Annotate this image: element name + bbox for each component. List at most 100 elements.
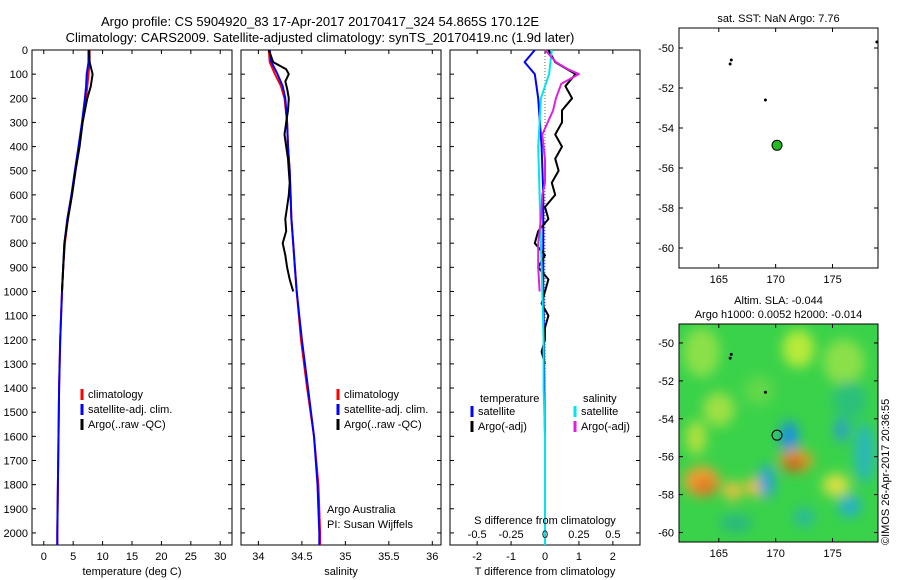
map-x-tick-label: 170 bbox=[766, 548, 784, 560]
secondary-tick-label: 0.25 bbox=[568, 529, 589, 541]
y-tick-label: 1200 bbox=[4, 335, 28, 347]
x-axis-label: T difference from climatology bbox=[475, 566, 616, 578]
map-x-tick-label: 165 bbox=[710, 274, 728, 286]
y-tick-label: 1600 bbox=[4, 431, 28, 443]
map-y-tick-label: -50 bbox=[658, 338, 674, 350]
y-tick-label: 500 bbox=[10, 166, 28, 178]
sla-anomaly-blob bbox=[780, 420, 799, 455]
x-tick-label: 20 bbox=[155, 551, 167, 563]
legend-entry: satellite-adj. clim. bbox=[88, 404, 172, 416]
series-line-difference-argo-adj- bbox=[537, 49, 580, 292]
map-y-tick-label: -60 bbox=[658, 243, 674, 255]
annotation-text: PI: Susan Wijffels bbox=[327, 519, 413, 531]
map-frame-sla-map bbox=[678, 323, 879, 543]
map-title: Argo h1000: 0.0052 h2000: -0.014 bbox=[695, 309, 863, 321]
secondary-tick-label: 0.5 bbox=[605, 529, 620, 541]
y-tick-label: 1700 bbox=[4, 455, 28, 467]
sla-anomaly-blob bbox=[823, 339, 865, 385]
x-tick-label: 30 bbox=[214, 551, 226, 563]
y-tick-label: 200 bbox=[10, 93, 28, 105]
sla-anomaly-blob bbox=[683, 327, 720, 378]
map-x-tick-label: 170 bbox=[766, 274, 784, 286]
legend-entry: Argo(..raw -QC) bbox=[344, 419, 422, 431]
sla-anomaly-blob bbox=[719, 513, 752, 533]
x-axis-label: salinity bbox=[324, 566, 358, 578]
map-frame-sst-map bbox=[678, 27, 879, 269]
y-tick-label: 1300 bbox=[4, 359, 28, 371]
y-tick-label: 400 bbox=[10, 142, 28, 154]
annotation-text: Argo Australia bbox=[327, 504, 396, 516]
x-tick-label: 34.5 bbox=[291, 551, 312, 563]
x-tick-label: 0 bbox=[542, 551, 548, 563]
x-tick-label: 5 bbox=[70, 551, 76, 563]
legend-entry: Argo(-adj) bbox=[478, 421, 527, 433]
figure-title-line1: Argo profile: CS 5904920_83 17-Apr-2017 … bbox=[100, 14, 539, 29]
map-x-tick-label: 175 bbox=[823, 548, 841, 560]
previous-profile-point bbox=[763, 98, 767, 102]
panel-frame-salinity bbox=[240, 49, 442, 546]
map-y-tick-label: -56 bbox=[658, 452, 674, 464]
map-y-tick-label: -52 bbox=[658, 83, 674, 95]
sla-anomaly-blob bbox=[702, 392, 735, 427]
y-tick-label: 1900 bbox=[4, 504, 28, 516]
previous-profile-point bbox=[729, 58, 733, 62]
map-title: Altim. SLA: -0.044 bbox=[734, 295, 823, 307]
sla-anomaly-blob bbox=[723, 481, 742, 501]
y-tick-label: 1800 bbox=[4, 480, 28, 492]
x-axis-label: temperature (deg C) bbox=[82, 566, 181, 578]
legend-entry: Argo(-adj) bbox=[581, 421, 630, 433]
map-y-tick-label: -52 bbox=[658, 376, 674, 388]
x-tick-label: 10 bbox=[96, 551, 108, 563]
float-position-marker bbox=[771, 429, 783, 441]
map-x-tick-label: 165 bbox=[710, 548, 728, 560]
legend-entry: satellite-adj. clim. bbox=[344, 404, 428, 416]
previous-profile-point bbox=[763, 390, 767, 394]
previous-profile-point bbox=[728, 356, 732, 360]
legend-entry: climatology bbox=[344, 389, 400, 401]
previous-profile-point bbox=[728, 62, 732, 66]
y-tick-label: 1500 bbox=[4, 407, 28, 419]
sla-field bbox=[679, 324, 878, 542]
y-tick-label: 1400 bbox=[4, 383, 28, 395]
previous-profile-point bbox=[875, 40, 879, 44]
float-position-marker bbox=[771, 139, 783, 151]
map-y-tick-label: -50 bbox=[658, 43, 674, 55]
legend-entry: satellite bbox=[581, 406, 618, 418]
series-line-temperature-argo-raw-qc- bbox=[61, 49, 94, 292]
map-y-tick-label: -58 bbox=[658, 490, 674, 502]
sla-anomaly-blob bbox=[782, 329, 815, 368]
legend-entry: climatology bbox=[88, 389, 144, 401]
map-y-tick-label: -58 bbox=[658, 203, 674, 215]
map-y-tick-label: -60 bbox=[658, 528, 674, 540]
y-tick-label: 2000 bbox=[4, 528, 28, 540]
x-tick-label: 36 bbox=[426, 551, 438, 563]
y-tick-label: 1000 bbox=[4, 286, 28, 298]
map-y-tick-label: -56 bbox=[658, 163, 674, 175]
sla-anomaly-blob bbox=[685, 420, 707, 455]
sla-anomaly-blob bbox=[854, 422, 875, 484]
legend-title-salinity: salinity bbox=[583, 393, 617, 405]
x-tick-label: 35 bbox=[339, 551, 351, 563]
y-tick-label: 900 bbox=[10, 262, 28, 274]
x-tick-label: -1 bbox=[506, 551, 516, 563]
sla-anomaly-blob bbox=[693, 477, 717, 497]
map-y-tick-label: -54 bbox=[658, 414, 674, 426]
sla-anomaly-blob bbox=[793, 507, 815, 527]
series-line-difference-satellite bbox=[537, 49, 553, 545]
legend-entry: Argo(..raw -QC) bbox=[88, 419, 166, 431]
legend-entry: satellite bbox=[478, 406, 515, 418]
imos-watermark: ©IMOS 26-Apr-2017 20:36:55 bbox=[880, 399, 892, 545]
x-tick-label: 0 bbox=[41, 551, 47, 563]
x-tick-label: 2 bbox=[610, 551, 616, 563]
sla-anomaly-blob bbox=[822, 473, 850, 497]
secondary-tick-label: -0.25 bbox=[499, 529, 524, 541]
sla-anomaly-blob bbox=[758, 464, 775, 499]
series-line-difference-argo-adj- bbox=[533, 49, 577, 365]
y-tick-label: 700 bbox=[10, 214, 28, 226]
y-tick-label: 100 bbox=[10, 69, 28, 81]
sla-anomaly-blob bbox=[834, 418, 849, 442]
series-line-salinity-satellite-adj-clim- bbox=[268, 49, 321, 545]
x-tick-label: 34 bbox=[252, 551, 264, 563]
y-tick-label: 0 bbox=[22, 45, 28, 57]
